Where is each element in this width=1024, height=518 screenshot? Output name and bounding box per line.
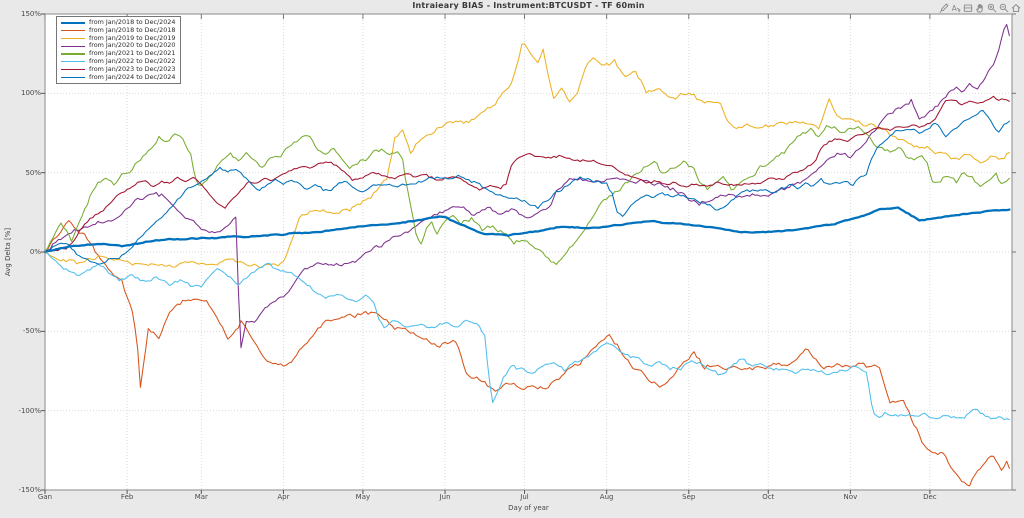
legend-item: from Jan/2020 to Dec/2020	[61, 42, 175, 50]
legend-item: from Jan/2024 to Dec/2024	[61, 72, 176, 82]
legend-line-swatch	[61, 61, 85, 63]
legend-label: from Jan/2024 to Dec/2024	[89, 72, 176, 81]
legend-item: from Jan/2018 to Dec/2018	[61, 25, 176, 35]
series-line-5[interactable]	[44, 250, 1010, 421]
axes-toolbar: A	[938, 2, 1021, 13]
legend-label: from Jan/2020 to Dec/2020	[89, 41, 176, 50]
brush-icon[interactable]	[938, 2, 949, 13]
legend-item: from Jan/2021 to Dec/2021	[61, 49, 176, 58]
x-tick-label: Mar	[194, 493, 208, 501]
pan-icon[interactable]	[974, 2, 985, 13]
series-line-3[interactable]	[44, 23, 1010, 349]
export-icon[interactable]	[962, 2, 973, 13]
x-tick-label: Feb	[120, 493, 134, 501]
legend-label: from Jan/2018 to Dec/2018	[89, 25, 176, 34]
x-tick-label: Oct	[762, 493, 775, 501]
y-tick-label: -150%	[18, 486, 41, 494]
series-line-1[interactable]	[44, 220, 1010, 487]
legend-item: from Jan/2023 to Dec/2023	[61, 64, 176, 74]
legend-line-swatch	[61, 76, 85, 79]
legend-label: from Jan/2023 to Dec/2023	[89, 64, 176, 73]
x-tick-label: Sep	[682, 493, 696, 501]
chart-title: Intraieary BIAS - Instrument:BTCUSDT - T…	[412, 1, 645, 10]
y-tick-label: 150%	[20, 10, 41, 18]
series-line-4[interactable]	[44, 125, 1010, 266]
x-tick-label: Aug	[599, 493, 614, 501]
x-tick-label: Gan	[37, 493, 53, 501]
legend-label: from Jan/2018 to Dec/2024	[89, 18, 176, 26]
legend-label: from Jan/2019 to Dec/2019	[89, 33, 176, 42]
svg-text:A: A	[951, 4, 957, 13]
x-tick-label: Jul	[520, 493, 529, 501]
series-line-6[interactable]	[44, 95, 1010, 253]
zoom-out-icon[interactable]	[998, 2, 1009, 13]
series-line-7[interactable]	[44, 109, 1010, 265]
x-tick-label: Jun	[439, 493, 451, 501]
legend[interactable]: from Jan/2018 to Dec/2024 from Jan/2018 t…	[56, 16, 182, 85]
x-tick-label: Apr	[277, 493, 290, 501]
home-icon[interactable]	[1010, 2, 1021, 13]
datatip-icon[interactable]: A	[950, 2, 961, 13]
legend-item: from Jan/2018 to Dec/2024	[61, 18, 176, 27]
legend-line-swatch	[61, 37, 85, 40]
legend-item: from Jan/2019 to Dec/2019	[61, 33, 176, 43]
legend-line-swatch	[61, 69, 85, 71]
y-tick-label: -100%	[18, 406, 41, 415]
series-line-2[interactable]	[44, 43, 1010, 269]
zoom-in-icon[interactable]	[986, 2, 997, 13]
x-axis-label: Day of year	[508, 504, 549, 512]
x-tick-label: Dec	[923, 493, 937, 501]
y-tick-label: 50%	[25, 168, 41, 177]
legend-line-swatch	[61, 21, 85, 25]
x-tick-label: Nov	[843, 493, 858, 501]
legend-label: from Jan/2022 to Dec/2022	[89, 56, 176, 65]
y-tick-label: -50%	[22, 327, 41, 336]
y-tick-label: 100%	[20, 89, 41, 98]
series-line-0[interactable]	[43, 206, 1011, 253]
y-tick-label: 0%	[29, 248, 41, 256]
x-tick-label: May	[355, 493, 371, 501]
legend-item: from Jan/2022 to Dec/2022	[61, 56, 176, 66]
legend-label: from Jan/2021 to Dec/2021	[89, 49, 176, 58]
legend-line-swatch	[61, 53, 85, 55]
legend-line-swatch	[61, 45, 85, 47]
legend-line-swatch	[61, 30, 85, 32]
